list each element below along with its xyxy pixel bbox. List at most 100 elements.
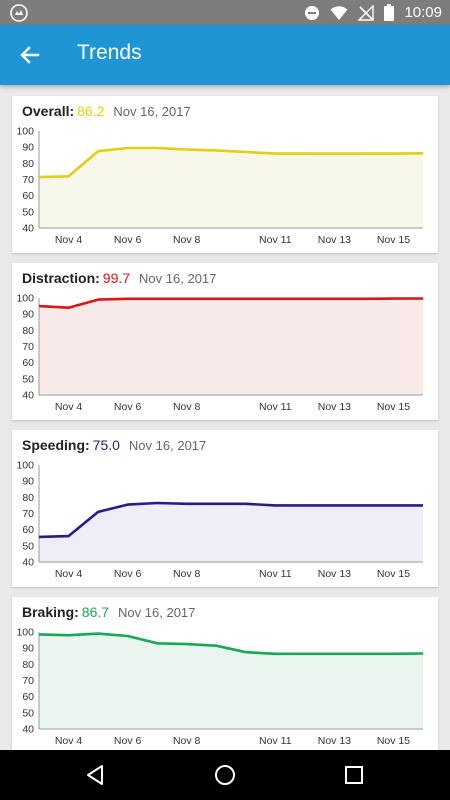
back-arrow-icon[interactable]	[16, 41, 44, 69]
series-line	[38, 501, 423, 539]
score-date: Nov 16, 2017	[139, 271, 217, 286]
braking-trend-card: Braking: 86.7 Nov 16, 2017 100 90 80 70 60 50 40…	[12, 597, 438, 750]
y-tick-label: 80	[22, 492, 34, 504]
y-tick-label: 70	[22, 675, 34, 687]
area-fill	[39, 633, 423, 729]
y-tick-label: 90	[22, 643, 34, 655]
y-tick-label: 90	[22, 309, 34, 321]
distraction-chart: 100 90 80 70 60 50 40 Nov 4 Nov 6 Nov 8 Nov 11 Nov …	[16, 293, 424, 413]
navigation-bar	[0, 750, 450, 800]
y-tick-label: 80	[22, 158, 34, 170]
y-tick-label: 70	[22, 341, 34, 353]
x-tick-label: Nov 15	[377, 735, 410, 747]
card-label: Overall:	[22, 103, 75, 119]
series-line	[38, 146, 424, 179]
speeding-trend-card: Speeding: 75.0 Nov 16, 2017 100 90 80 70 60 50 4…	[12, 430, 438, 587]
score-value: 86.7	[81, 604, 110, 620]
x-tick-label: Nov 4	[55, 234, 83, 246]
score-value: 86.2	[77, 103, 105, 119]
series-line	[38, 632, 424, 656]
distraction-trend-card: Distraction: 99.7 Nov 16, 2017 100 90 80 70 60…	[12, 263, 438, 420]
x-tick-label: Nov 8	[173, 401, 201, 413]
y-tick-label: 100	[16, 460, 34, 472]
card-header: Braking: 86.7 Nov 16, 2017	[22, 604, 195, 620]
x-tick-label: Nov 6	[114, 735, 142, 747]
score-value: 75.0	[92, 437, 120, 453]
do-not-disturb-icon	[305, 5, 320, 20]
score-date: Nov 16, 2017	[113, 104, 191, 119]
area-fill	[39, 148, 423, 228]
x-tick-label: Nov 11	[259, 735, 292, 747]
x-tick-label: Nov 13	[318, 234, 351, 246]
series-line	[38, 297, 424, 309]
card-label: Speeding:	[22, 437, 90, 453]
card-header: Speeding: 75.0 Nov 16, 2017	[22, 437, 206, 453]
area-fill	[39, 298, 423, 395]
y-tick-label: 40	[22, 223, 34, 235]
x-tick-label: Nov 13	[318, 401, 351, 413]
app-notification-icon	[10, 4, 28, 22]
x-tick-label: Nov 8	[173, 735, 201, 747]
y-tick-label: 90	[22, 476, 34, 488]
home-nav-icon[interactable]	[213, 763, 237, 787]
card-label: Distraction:	[22, 270, 100, 286]
x-tick-label: Nov 4	[55, 401, 83, 413]
x-tick-label: Nov 15	[377, 568, 410, 580]
page-title: Trends	[77, 41, 142, 64]
y-tick-label: 60	[22, 691, 34, 703]
x-tick-label: Nov 11	[259, 568, 292, 580]
y-tick-label: 70	[22, 508, 34, 520]
y-tick-label: 100	[16, 627, 34, 639]
x-tick-label: Nov 13	[318, 568, 351, 580]
score-date: Nov 16, 2017	[118, 605, 196, 620]
back-nav-icon[interactable]	[84, 763, 108, 787]
recents-nav-icon[interactable]	[342, 763, 366, 787]
y-tick-label: 40	[22, 557, 34, 569]
no-signal-icon	[358, 4, 375, 21]
status-time: 10:09	[404, 4, 442, 21]
y-tick-label: 50	[22, 373, 34, 385]
status-icons: 10:09	[304, 0, 442, 25]
x-tick-label: Nov 11	[259, 234, 292, 246]
y-tick-label: 100	[16, 126, 34, 138]
status-bar: 10:09	[0, 0, 450, 25]
braking-chart: 100 90 80 70 60 50 40 Nov 4 Nov 6 Nov 8 Nov 11 Nov …	[16, 627, 424, 747]
y-tick-label: 70	[22, 174, 34, 186]
y-tick-label: 90	[22, 142, 34, 154]
y-tick-label: 60	[22, 357, 34, 369]
y-tick-label: 40	[22, 390, 34, 402]
card-header: Distraction: 99.7 Nov 16, 2017	[22, 270, 216, 286]
x-tick-label: Nov 6	[114, 401, 142, 413]
y-tick-label: 40	[22, 724, 34, 736]
y-tick-label: 100	[16, 293, 34, 305]
x-tick-label: Nov 6	[114, 568, 142, 580]
x-tick-label: Nov 4	[55, 568, 83, 580]
area-fill	[39, 503, 423, 562]
x-tick-label: Nov 6	[114, 234, 142, 246]
app-bar: Trends	[0, 25, 450, 85]
x-tick-label: Nov 8	[173, 568, 201, 580]
x-tick-label: Nov 11	[259, 401, 292, 413]
overall-trend-card: Overall: 86.2 Nov 16, 2017 100 90 80 70 60 50 40…	[12, 96, 438, 253]
x-tick-label: Nov 15	[377, 234, 410, 246]
speeding-chart: 100 90 80 70 60 50 40 Nov 4 Nov 6 Nov 8 Nov 11 Nov …	[16, 460, 423, 580]
y-tick-label: 50	[22, 707, 34, 719]
battery-icon	[384, 4, 395, 21]
overall-chart: 100 90 80 70 60 50 40 Nov 4 Nov 6 Nov 8 Nov 11 Nov …	[16, 126, 424, 246]
score-date: Nov 16, 2017	[128, 438, 207, 453]
card-label: Braking:	[22, 604, 79, 620]
wifi-icon	[330, 5, 348, 20]
card-header: Overall: 86.2 Nov 16, 2017	[22, 103, 191, 119]
x-tick-label: Nov 15	[377, 401, 410, 413]
score-value: 99.7	[102, 270, 131, 286]
x-tick-label: Nov 13	[318, 735, 351, 747]
y-tick-label: 50	[22, 540, 34, 552]
y-tick-label: 60	[22, 524, 34, 536]
x-tick-label: Nov 4	[55, 735, 83, 747]
x-tick-label: Nov 8	[173, 234, 201, 246]
y-tick-label: 80	[22, 659, 34, 671]
y-tick-label: 50	[22, 206, 34, 218]
trends-list[interactable]: Overall: 86.2 Nov 16, 2017 100 90 80 70 60 50 40…	[0, 85, 450, 750]
y-tick-label: 60	[22, 190, 34, 202]
y-tick-label: 80	[22, 325, 34, 337]
